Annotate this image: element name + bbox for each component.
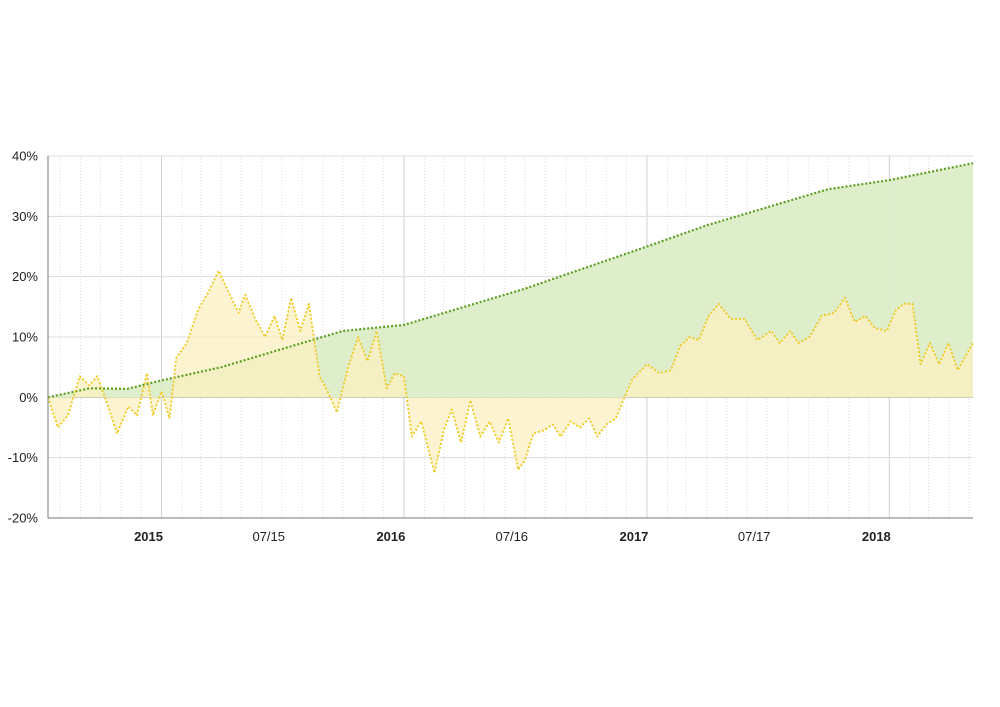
x-tick-label: 07/15 [252,529,285,544]
y-tick-label: 30% [12,209,38,224]
axes: 40% 30% 20% 10% 0% -10% -20% 2015 07/15 2016 07/16… [8,149,973,544]
x-tick-label: 2016 [376,529,405,544]
x-tick-label: 2018 [862,529,891,544]
area-yellow [48,270,973,473]
x-tick-label: 2015 [134,529,163,544]
areas [48,163,973,473]
y-tick-label: 0% [19,390,38,405]
x-tick-label: 2017 [619,529,648,544]
y-tick-label: -20% [8,511,39,526]
y-tick-label: 40% [12,149,38,164]
x-tick-label: 07/17 [738,529,771,544]
x-tick-label: 07/16 [496,529,529,544]
line-green [47,162,974,399]
y-tick-label: -10% [8,450,39,465]
y-tick-label: 20% [12,269,38,284]
y-tick-label: 10% [12,330,38,345]
series-lines [47,162,974,474]
line-yellow [47,269,974,474]
